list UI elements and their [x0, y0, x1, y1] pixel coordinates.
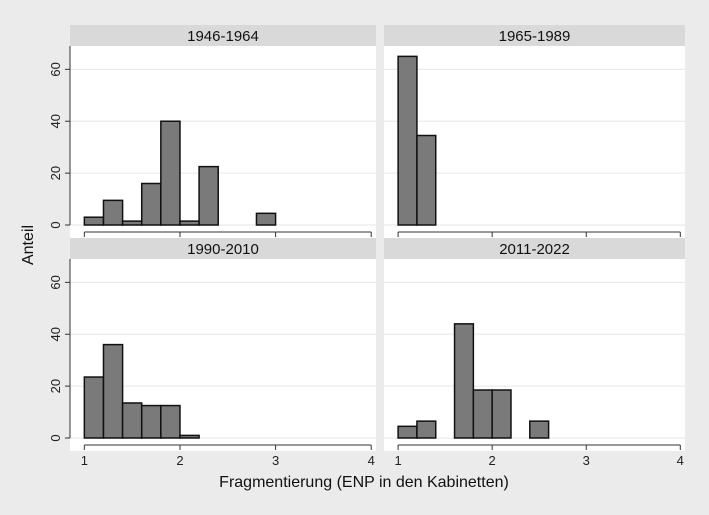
histogram-bar: [453, 323, 475, 439]
histogram-bar: [397, 425, 418, 439]
histogram-bar: [416, 134, 437, 226]
histogram-bar: [472, 389, 493, 439]
x-tick-label: 2: [489, 453, 496, 468]
histogram-bar: [491, 389, 512, 439]
y-tick-label: 0: [48, 221, 63, 228]
histogram-bar: [179, 434, 200, 439]
x-tick-label: 1: [81, 453, 88, 468]
histogram-bar: [529, 420, 550, 439]
panel-2011-2022: 2011-2022 1 2 3 4: [384, 238, 685, 468]
histogram-bar: [160, 404, 181, 439]
panel-strip: [70, 238, 376, 259]
y-tick-label: 60: [48, 275, 63, 289]
histogram-bar: [255, 212, 277, 226]
histogram-bar: [102, 199, 124, 226]
histogram-bar: [179, 220, 200, 226]
y-tick-label: 40: [48, 327, 63, 341]
panel-strip: [384, 25, 685, 46]
y-tick-label: 20: [48, 379, 63, 393]
x-axis-title: Fragmentierung (ENP in den Kabinetten): [219, 474, 509, 491]
panel-title: 1946-1964: [187, 28, 259, 45]
panel-strip: [384, 238, 685, 259]
panel-title: 1990-2010: [187, 241, 259, 258]
x-tick-label: 3: [272, 453, 279, 468]
panel-1946-1964: 1946-1964 0 20 40 60: [48, 25, 376, 238]
panel-1990-2010: 1990-2010 0 20 40 60 1 2 3 4: [48, 238, 376, 468]
x-tick-label: 4: [368, 453, 375, 468]
histogram-bar: [102, 343, 124, 439]
histogram-bar: [198, 165, 219, 226]
panel-background: [384, 238, 685, 451]
histogram-bar: [121, 220, 143, 226]
x-tick-label: 3: [583, 453, 590, 468]
panel-1965-1989: 1965-1989: [384, 25, 685, 238]
histogram-bar: [83, 216, 105, 226]
y-tick-label: 40: [48, 114, 63, 128]
histogram-bar: [83, 376, 105, 439]
panel-strip: [70, 25, 376, 46]
histogram-bar: [160, 120, 181, 226]
histogram-bar: [397, 55, 418, 226]
x-tick-label: 4: [677, 453, 684, 468]
panel-title: 2011-2022: [499, 241, 570, 258]
histogram-bar: [140, 404, 162, 439]
histogram-bar: [416, 420, 437, 439]
histogram-bar: [121, 402, 143, 439]
histogram-bar: [140, 182, 162, 226]
x-tick-label: 1: [394, 453, 401, 468]
y-axis-title: Anteil: [20, 225, 37, 265]
y-tick-label: 20: [48, 166, 63, 180]
y-tick-label: 60: [48, 62, 63, 76]
panel-title: 1965-1989: [499, 28, 571, 45]
x-tick-label: 2: [176, 453, 183, 468]
y-tick-label: 0: [48, 434, 63, 441]
